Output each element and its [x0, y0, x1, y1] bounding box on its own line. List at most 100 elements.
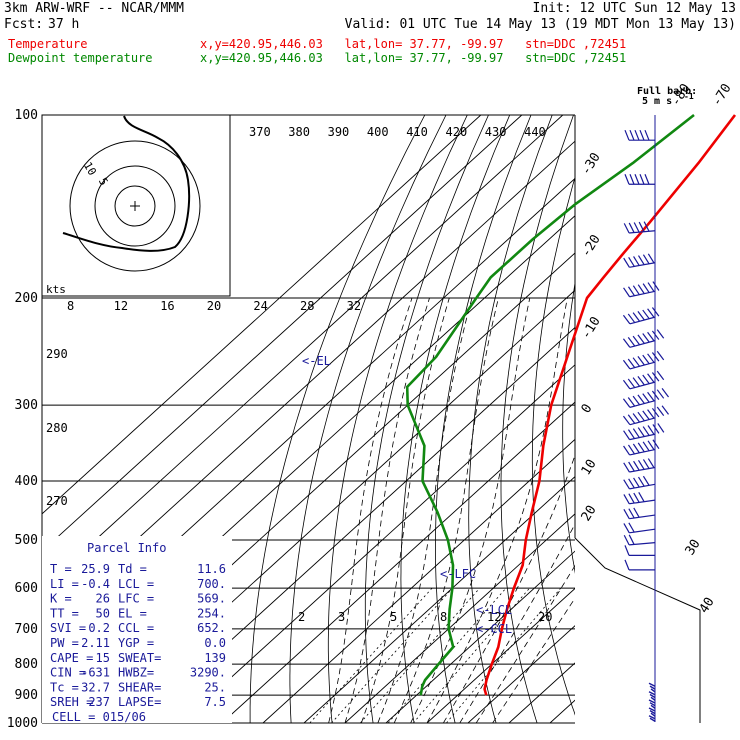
moist-adiabat-line [492, 597, 575, 723]
pressure-tick-label: 300 [15, 398, 38, 413]
parcel-value: 50 [96, 606, 110, 620]
parcel-label: K = [50, 592, 72, 606]
wind-barb [622, 350, 665, 370]
isotherm-label: -30 [579, 150, 604, 178]
init-time: Init: 12 UTC Sun 12 May 13 [532, 1, 737, 16]
hodograph-inset: 10 5 kts [41, 114, 231, 297]
parcel-level-annotations: <-EL <-LFC <-LCL <-CCL [302, 354, 512, 636]
theta-label: 270 [46, 494, 68, 508]
wind-barb [623, 475, 656, 490]
parcel-value: 26 [96, 592, 110, 606]
parcel-label: LAPSE= [118, 695, 161, 709]
pressure-tick-label: 500 [15, 533, 38, 548]
dry-adiabat-line [728, 115, 740, 723]
moist-adiabat-line [377, 297, 473, 723]
wind-barb [649, 702, 656, 707]
parcel-value: 25. [204, 680, 226, 694]
wind-barb [622, 370, 665, 390]
level-annotation: <-CCL [476, 622, 512, 636]
wind-barb [622, 388, 670, 408]
parcel-label: EL = [118, 606, 147, 620]
pressure-tick-label: 900 [15, 688, 38, 703]
wind-barb [650, 688, 656, 693]
mixing-ratio-label: 5 [390, 610, 397, 624]
wind-barb [623, 507, 656, 520]
pressure-tick-label: 100 [15, 108, 38, 123]
wind-barb [648, 682, 656, 687]
mixing-ratio-line [446, 587, 562, 723]
valid-time: Valid: 01 UTC Tue 14 May 13 (19 MDT Mon … [344, 17, 736, 32]
parcel-value: 11.6 [197, 562, 226, 576]
isotherm-line [180, 364, 575, 723]
isotherm-line [42, 115, 564, 590]
isotherm-line [549, 699, 575, 723]
parcel-value: 7.5 [204, 695, 226, 709]
parcel-info-rows: T = 25.9 Td = 11.6 LI = -0.4 LCL = 700. K = 26 LFC… [50, 562, 226, 709]
isotherm-label: 40 [697, 595, 718, 616]
dry-adiabat-line [400, 115, 511, 723]
hodograph-trace [62, 115, 191, 252]
wetbulb-label: 24 [253, 299, 267, 313]
dry-adiabat-line [676, 115, 740, 723]
parcel-label: Tc = [50, 680, 79, 694]
wetbulb-label: 20 [207, 299, 221, 313]
wind-barb [623, 423, 665, 441]
temperature-station-info: x,y=420.95,446.03 lat,lon= 37.77, -99.97… [200, 37, 627, 51]
wind-barbs [622, 129, 670, 722]
moist-adiabat-line [328, 297, 413, 723]
pressure-tick-label: 700 [15, 622, 38, 637]
full-barb-label: Full barb: [637, 86, 697, 97]
theta-label: 420 [446, 125, 468, 139]
wind-barb [648, 707, 656, 712]
parcel-label: CIN = [50, 666, 86, 680]
parcel-value: -631 [81, 666, 110, 680]
parcel-label: Td = [118, 562, 147, 576]
full-barb-value: 5 m s [642, 96, 672, 107]
wind-barb [624, 174, 655, 185]
isotherm-line [303, 476, 575, 723]
temperature-profile [483, 114, 737, 696]
isotherm-line [426, 587, 575, 723]
parcel-label: SHEAR= [118, 680, 161, 694]
wind-barb [623, 522, 656, 534]
dry-adiabat-line [702, 115, 740, 723]
level-annotation: <-EL [302, 354, 331, 368]
isotherm-line [42, 115, 523, 552]
parcel-label: SVI = [50, 621, 86, 635]
wind-barb [650, 696, 656, 701]
dry-adiabat-line [289, 115, 447, 723]
isotherm-label: 0 [579, 402, 596, 417]
full-barb-exponent: -1 [684, 92, 694, 101]
isotherm-label: -70 [709, 81, 734, 109]
wind-barb [648, 699, 656, 704]
isotherm-label: 10 [579, 457, 600, 478]
parcel-value: 0.0 [204, 636, 226, 650]
right-axis-extension [574, 537, 701, 723]
level-annotation: <-LCL [476, 603, 512, 617]
pressure-tick-label: 400 [15, 474, 38, 489]
parcel-value: 652. [197, 621, 226, 635]
parcel-value: 237 [88, 695, 110, 709]
parcel-label: T = [50, 562, 72, 576]
isotherm-label: 30 [683, 537, 704, 558]
wind-barb [649, 709, 656, 715]
wind-barb [623, 253, 656, 268]
theta-label: 440 [524, 125, 546, 139]
wind-barb [648, 715, 656, 720]
moist-adiabat-line [393, 297, 499, 723]
wind-barb [649, 693, 656, 699]
parcel-value: 569. [197, 592, 226, 606]
dewpoint-legend: Dewpoint temperature [8, 51, 153, 65]
pressure-tick-label: 200 [15, 291, 38, 306]
isotherm-label: -10 [579, 314, 604, 342]
hodograph-units: kts [46, 283, 66, 296]
wind-barb-column: Full barb: 5 m s -1 [622, 86, 697, 722]
theta-label: 290 [46, 347, 68, 361]
parcel-info-title: Parcel Info [87, 541, 166, 555]
parcel-label: CCL = [118, 621, 154, 635]
parcel-label: PW = [50, 636, 79, 650]
model-title: 3km ARW-WRF -- NCAR/MMM [4, 1, 185, 16]
moist-adiabat-line [459, 523, 575, 723]
wind-barb [622, 329, 665, 348]
mixing-ratio-label: 12 [487, 610, 501, 624]
